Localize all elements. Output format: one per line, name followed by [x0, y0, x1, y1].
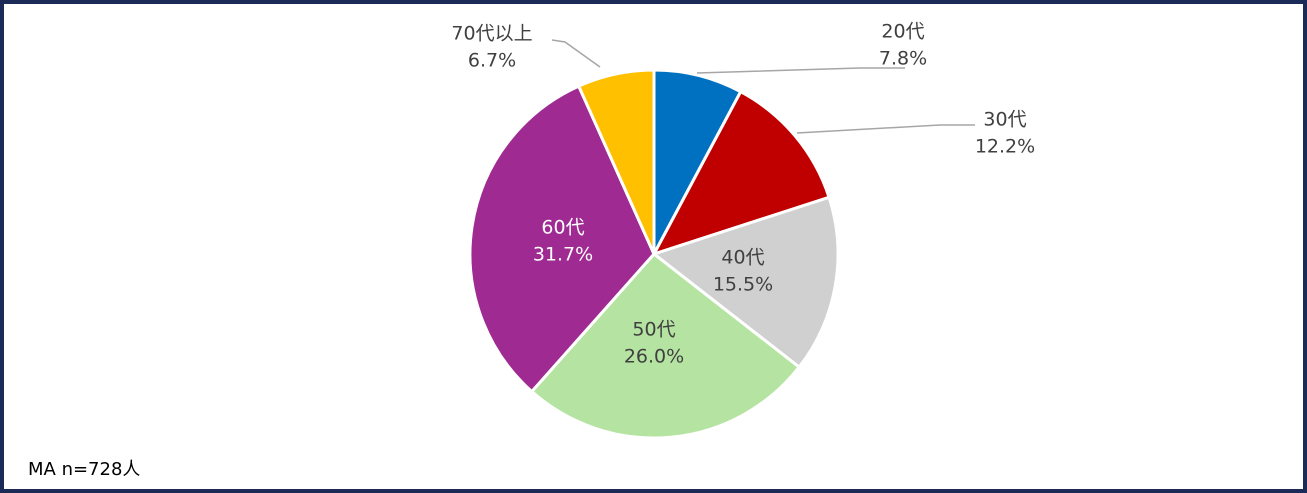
value-label: 6.7%: [468, 50, 516, 72]
value-label: 7.8%: [879, 48, 927, 70]
value-label: 15.5%: [713, 274, 773, 296]
pie-slice: [529, 251, 802, 440]
category-label: 70代以上: [451, 23, 532, 45]
category-label: 40代: [721, 247, 764, 269]
pie-slice: [468, 84, 656, 394]
value-label: 12.2%: [975, 136, 1035, 158]
annotation: MA n=728人: [28, 459, 140, 480]
pie-slice: [650, 89, 831, 257]
category-label: 60代: [541, 217, 584, 239]
value-label: 31.7%: [533, 244, 593, 266]
pie-slice: [650, 195, 840, 370]
value-label: 26.0%: [624, 346, 684, 368]
leader-line: [796, 124, 975, 134]
category-label: 20代: [881, 21, 924, 43]
pie-slice: [576, 68, 656, 255]
category-label: 30代: [983, 109, 1026, 131]
leader-line: [551, 39, 601, 68]
category-label: 50代: [632, 319, 675, 341]
leader-line: [696, 67, 905, 74]
